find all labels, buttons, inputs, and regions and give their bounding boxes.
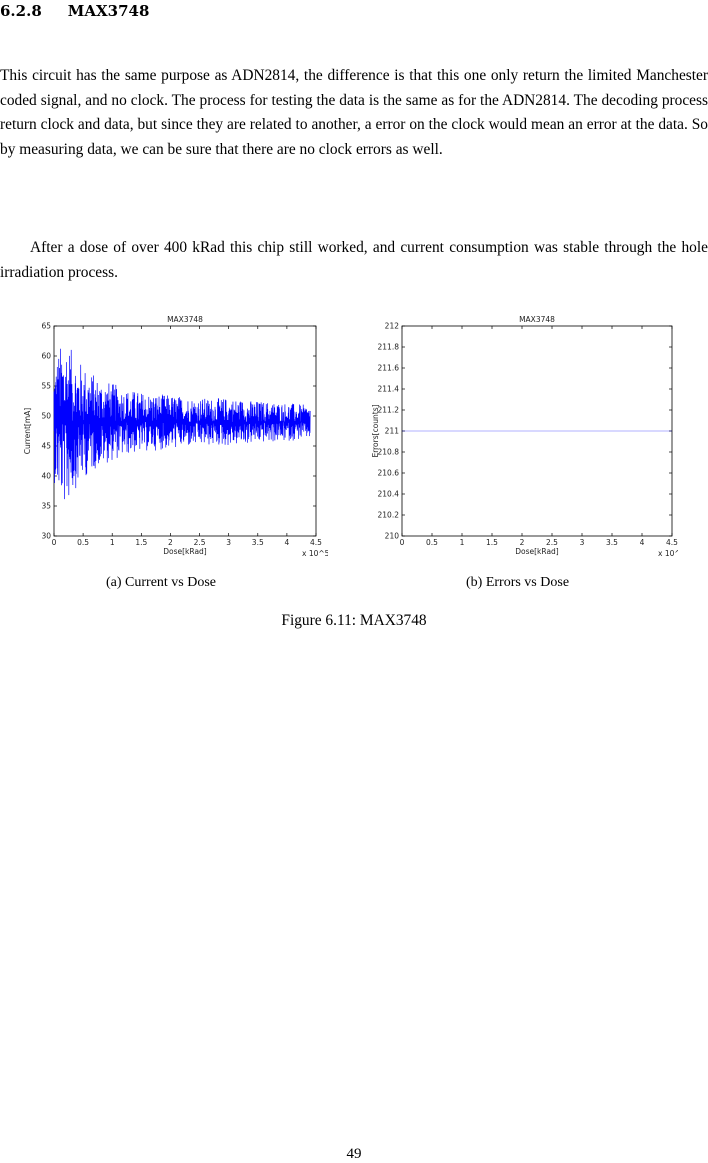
x-tick-label: 4.5 bbox=[310, 538, 322, 547]
y-tick-label: 30 bbox=[41, 532, 51, 541]
figure-caption: Figure 6.11: MAX3748 bbox=[281, 612, 427, 629]
x-multiplier-label: x 10^5 bbox=[302, 549, 328, 558]
subcaption-b: (b) Errors vs Dose bbox=[466, 575, 570, 590]
x-tick-label: 0 bbox=[52, 538, 57, 547]
x-tick-label: 2.5 bbox=[194, 538, 206, 547]
x-tick-label: 0.5 bbox=[426, 538, 438, 547]
x-axis-label: Dose[kRad] bbox=[515, 547, 559, 556]
y-tick-label: 60 bbox=[41, 352, 51, 361]
section-number: 6.2.8 bbox=[0, 2, 42, 20]
y-tick-label: 210.6 bbox=[378, 469, 400, 478]
page-number: 49 bbox=[346, 1146, 362, 1162]
y-tick-label: 40 bbox=[41, 472, 51, 481]
section-title: MAX3748 bbox=[67, 2, 150, 20]
x-tick-label: 4 bbox=[284, 538, 289, 547]
y-tick-label: 210.2 bbox=[378, 511, 400, 520]
y-tick-label: 35 bbox=[41, 502, 51, 511]
plot-errors-vs-dose: MAX3748 0 0.5 1 1.5 2 2.5 3 3.5 4 4.5 210 210.2 210.4… bbox=[362, 308, 678, 568]
x-tick-label: 1.5 bbox=[486, 538, 498, 547]
y-tick-label: 210.4 bbox=[378, 490, 400, 499]
y-tick-label: 211.4 bbox=[378, 385, 400, 394]
x-multiplier-label: x 10^5 bbox=[658, 549, 678, 558]
x-tick-label: 4 bbox=[640, 538, 645, 547]
subcaption-a: (a) Current vs Dose bbox=[106, 575, 217, 590]
x-axis-label: Dose[kRad] bbox=[163, 547, 207, 556]
current-series-line bbox=[53, 348, 311, 500]
x-tick-label: 1 bbox=[460, 538, 465, 547]
x-tick-label: 0 bbox=[400, 538, 405, 547]
chart-title: MAX3748 bbox=[167, 315, 203, 324]
x-tick-label: 1 bbox=[110, 538, 115, 547]
y-tick-label: 55 bbox=[41, 382, 51, 391]
y-tick-label: 45 bbox=[41, 442, 51, 451]
y-tick-label: 211.2 bbox=[378, 406, 400, 415]
x-tick-label: 4.5 bbox=[666, 538, 678, 547]
x-tick-label: 3 bbox=[580, 538, 585, 547]
y-tick-label: 210 bbox=[385, 532, 400, 541]
chart-title: MAX3748 bbox=[519, 315, 555, 324]
current-chart-svg: MAX3748 0 0.5 1 1.5 2 2.5 3 3.5 4 4.5 30 35 40 45 50 55 6… bbox=[23, 315, 328, 558]
y-tick-label: 211.8 bbox=[378, 343, 400, 352]
y-axis-label: Current[mA] bbox=[23, 408, 32, 455]
x-tick-label: 2.5 bbox=[546, 538, 558, 547]
errors-chart-svg: MAX3748 0 0.5 1 1.5 2 2.5 3 3.5 4 4.5 210 210.2 210.4… bbox=[371, 315, 678, 558]
y-tick-label: 65 bbox=[41, 322, 51, 331]
x-tick-label: 1.5 bbox=[135, 538, 147, 547]
section-heading: 6.2.8 MAX3748 bbox=[0, 2, 149, 20]
y-tick-label: 211 bbox=[385, 427, 400, 436]
y-axis-label: Errors[counts] bbox=[371, 404, 380, 457]
x-tick-label: 3 bbox=[226, 538, 231, 547]
y-tick-label: 212 bbox=[385, 322, 400, 331]
paragraph-1: This circuit has the same purpose as ADN… bbox=[0, 67, 708, 158]
x-tick-label: 3.5 bbox=[252, 538, 264, 547]
x-tick-label: 0.5 bbox=[77, 538, 89, 547]
y-tick-label: 211.6 bbox=[378, 364, 400, 373]
x-tick-label: 2 bbox=[520, 538, 525, 547]
x-tick-label: 2 bbox=[168, 538, 173, 547]
y-tick-label: 50 bbox=[41, 412, 51, 421]
y-tick-label: 210.8 bbox=[378, 448, 400, 457]
x-tick-label: 3.5 bbox=[606, 538, 618, 547]
paragraph-2: After a dose of over 400 kRad this chip … bbox=[0, 239, 708, 281]
plot-current-vs-dose: MAX3748 0 0.5 1 1.5 2 2.5 3 3.5 4 4.5 30 35 40 45 50 55 6… bbox=[18, 308, 328, 568]
